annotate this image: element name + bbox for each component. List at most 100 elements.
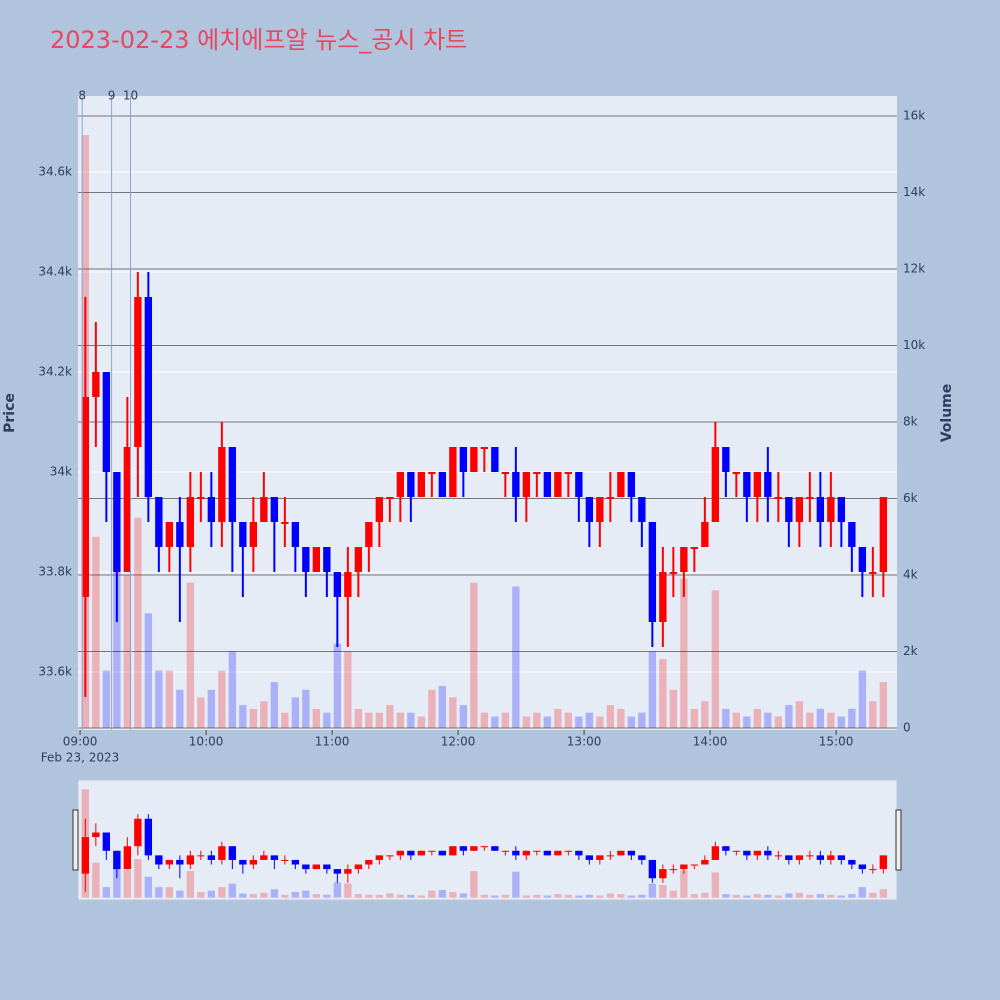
volume-bar bbox=[470, 582, 478, 729]
candle-body bbox=[449, 447, 457, 497]
slider-candle bbox=[92, 832, 100, 838]
candle-body bbox=[354, 547, 363, 572]
candle-body bbox=[291, 522, 300, 547]
candle-body bbox=[459, 447, 468, 472]
slider-candle bbox=[270, 855, 279, 860]
candle-body bbox=[711, 447, 720, 522]
slider-volume-bar bbox=[449, 892, 457, 898]
volume-bar bbox=[449, 697, 457, 729]
volume-bar bbox=[354, 708, 363, 729]
range-slider[interactable] bbox=[77, 779, 898, 901]
volume-bar bbox=[575, 716, 583, 729]
volume-bar bbox=[648, 651, 657, 729]
y2-tick-label: 8k bbox=[903, 415, 918, 429]
slider-candle bbox=[291, 859, 300, 865]
x-tick-label: 11:00 bbox=[315, 735, 350, 749]
candle-body bbox=[795, 497, 804, 522]
y2-tick-label: 4k bbox=[903, 568, 918, 582]
candle-body bbox=[155, 497, 163, 547]
range-handle[interactable] bbox=[895, 809, 902, 871]
candle-body bbox=[596, 497, 604, 522]
candle-body bbox=[302, 547, 310, 572]
y2-axis-title: Volume bbox=[939, 384, 955, 443]
candle-body bbox=[312, 547, 321, 572]
slider-volume-bar bbox=[743, 895, 751, 898]
slider-volume-bar bbox=[596, 895, 604, 898]
x-axis-date: Feb 23, 2023 bbox=[41, 751, 120, 765]
slider-candle bbox=[249, 859, 258, 865]
candle-body bbox=[92, 372, 100, 397]
candle-body bbox=[239, 522, 247, 547]
volume-bar bbox=[585, 712, 594, 729]
candle-body bbox=[659, 572, 667, 622]
slider-candle bbox=[690, 864, 699, 866]
candle-body bbox=[480, 447, 489, 449]
candle-body bbox=[501, 472, 510, 474]
volume-bar bbox=[701, 701, 709, 729]
volume-bar bbox=[260, 701, 268, 729]
candle-body bbox=[869, 572, 877, 574]
slider-candle bbox=[858, 864, 867, 870]
volume-bar bbox=[249, 708, 258, 729]
slider-candle bbox=[260, 855, 268, 860]
slider-volume-bar bbox=[827, 894, 835, 898]
volume-bar bbox=[816, 708, 825, 729]
slider-candle bbox=[554, 850, 562, 856]
slider-volume-bar bbox=[543, 895, 552, 898]
slider-candle bbox=[344, 869, 352, 874]
slider-volume-bar bbox=[522, 895, 531, 898]
candle-body bbox=[816, 497, 825, 522]
slider-candle bbox=[449, 846, 457, 856]
volume-bar bbox=[323, 712, 331, 729]
slider-candle bbox=[648, 859, 657, 879]
volume-bar bbox=[291, 697, 300, 729]
candle-body bbox=[344, 572, 352, 597]
candle-body bbox=[774, 497, 783, 499]
candle-body bbox=[554, 472, 562, 497]
slider-volume-bar bbox=[711, 872, 720, 898]
volume-bar bbox=[333, 643, 342, 729]
slider-candle bbox=[848, 859, 856, 865]
slider-volume-bar bbox=[774, 895, 783, 898]
slider-volume-bar bbox=[218, 887, 226, 898]
volume-bar bbox=[879, 682, 888, 729]
candle-body bbox=[564, 472, 573, 474]
slider-candle bbox=[428, 850, 436, 852]
volume-bar bbox=[123, 575, 132, 729]
slider-volume-bar bbox=[848, 894, 856, 898]
slider-candle bbox=[585, 855, 594, 860]
volume-bar bbox=[302, 689, 310, 729]
range-handle[interactable] bbox=[72, 809, 79, 871]
slider-candle bbox=[386, 855, 394, 857]
slider-candle bbox=[354, 864, 363, 870]
candle-body bbox=[144, 297, 153, 497]
volume-bar bbox=[207, 689, 216, 729]
slider-candle bbox=[711, 846, 720, 860]
volume-bar bbox=[155, 670, 163, 729]
slider-candle bbox=[501, 850, 510, 852]
slider-volume-bar bbox=[176, 890, 184, 898]
slider-volume-bar bbox=[438, 889, 447, 898]
slider-candle bbox=[375, 855, 384, 860]
candle-body bbox=[701, 522, 709, 547]
plot-area bbox=[78, 96, 897, 730]
candle-body bbox=[533, 472, 541, 474]
slider-candle bbox=[281, 859, 289, 861]
volume-bar bbox=[396, 712, 405, 729]
slider-candle bbox=[627, 850, 636, 856]
y-tick-label: 34.4k bbox=[38, 265, 72, 279]
volume-bar bbox=[218, 670, 226, 729]
slider-candle bbox=[732, 850, 741, 852]
slider-candle bbox=[764, 850, 772, 856]
slider-volume-bar bbox=[617, 894, 625, 898]
volume-bar bbox=[165, 670, 174, 729]
volume-bar bbox=[522, 716, 531, 729]
slider-candle bbox=[123, 846, 132, 870]
slider-volume-bar bbox=[302, 890, 310, 898]
slider-volume-bar bbox=[165, 887, 174, 898]
volume-bar bbox=[501, 712, 510, 729]
slider-volume-bar bbox=[690, 894, 699, 898]
slider-volume-bar bbox=[753, 894, 762, 898]
slider-volume-bar bbox=[123, 869, 132, 898]
slider-candle bbox=[239, 859, 247, 865]
